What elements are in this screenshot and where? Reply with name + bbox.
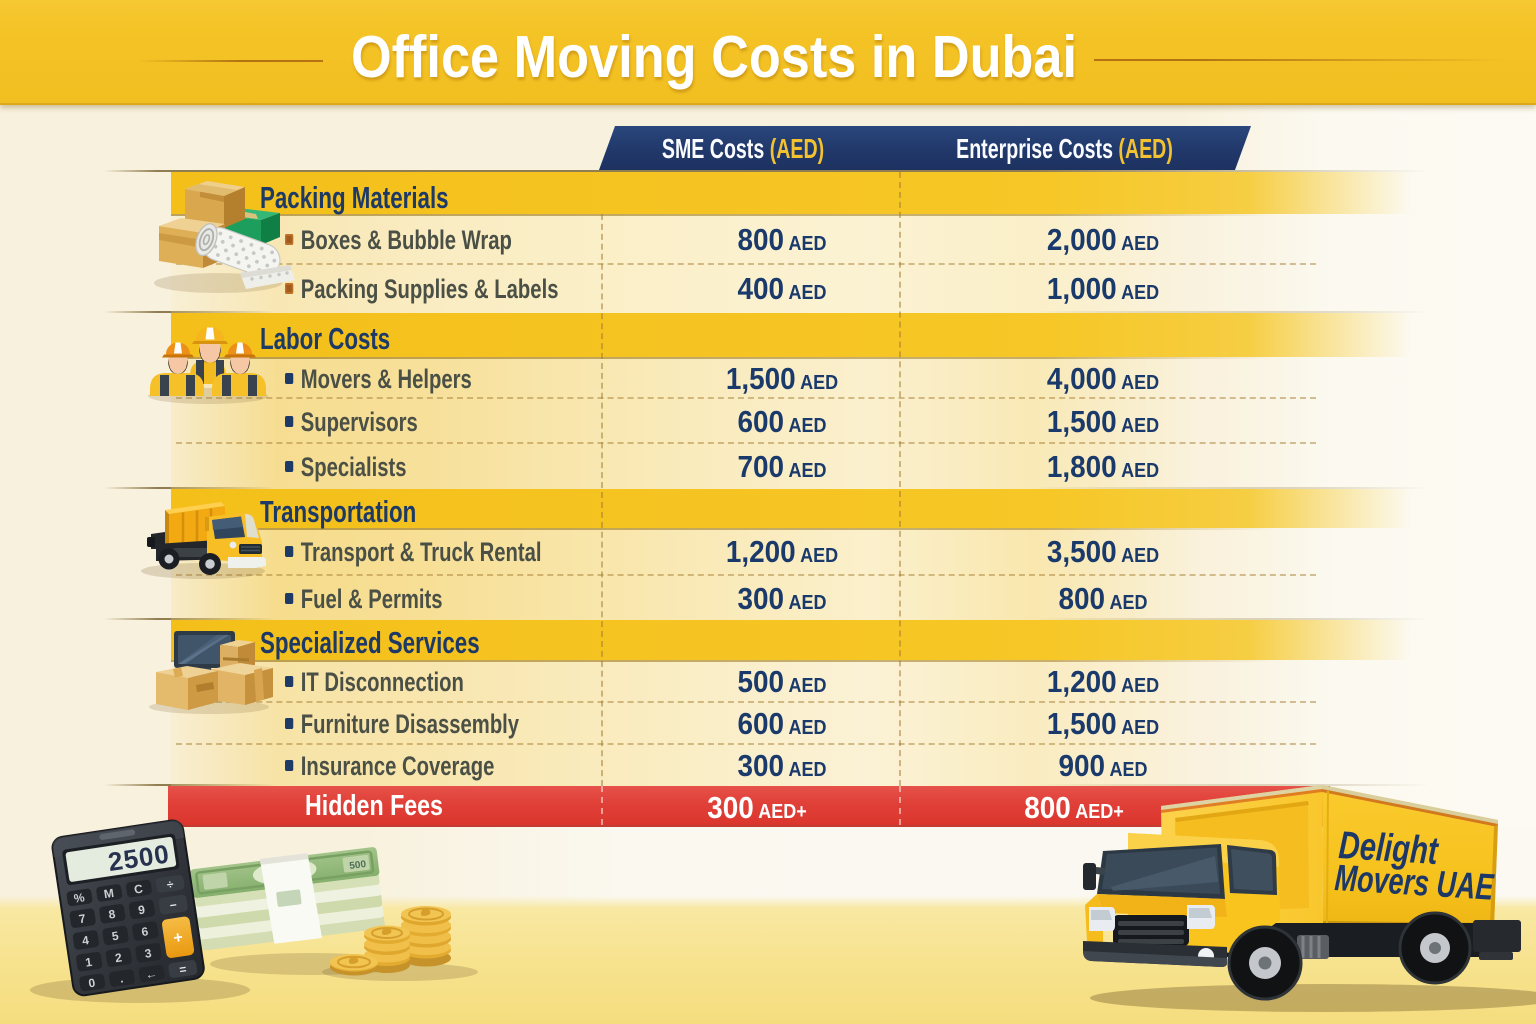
svg-text:2: 2 <box>114 950 123 965</box>
svg-text:4: 4 <box>81 933 90 948</box>
svg-text:1: 1 <box>84 955 93 970</box>
svg-text:M: M <box>103 886 115 901</box>
svg-text:+: + <box>172 929 184 947</box>
svg-text:Movers UAE: Movers UAE <box>1334 857 1496 908</box>
svg-text:6: 6 <box>140 924 149 939</box>
svg-text:Delight: Delight <box>1337 824 1440 873</box>
svg-text:5: 5 <box>111 929 120 944</box>
svg-text:8: 8 <box>108 907 117 922</box>
svg-text:.: . <box>119 971 124 985</box>
svg-text:3: 3 <box>144 946 153 961</box>
svg-text:−: − <box>169 898 178 913</box>
svg-text:C: C <box>133 881 144 896</box>
svg-text:÷: ÷ <box>166 877 175 892</box>
svg-text:0: 0 <box>88 976 97 991</box>
svg-text:%: % <box>73 890 86 905</box>
svg-text:7: 7 <box>78 911 87 926</box>
svg-text:←: ← <box>144 966 158 982</box>
svg-text:500: 500 <box>349 859 367 872</box>
svg-text:9: 9 <box>137 902 146 917</box>
svg-text:=: = <box>178 962 187 977</box>
